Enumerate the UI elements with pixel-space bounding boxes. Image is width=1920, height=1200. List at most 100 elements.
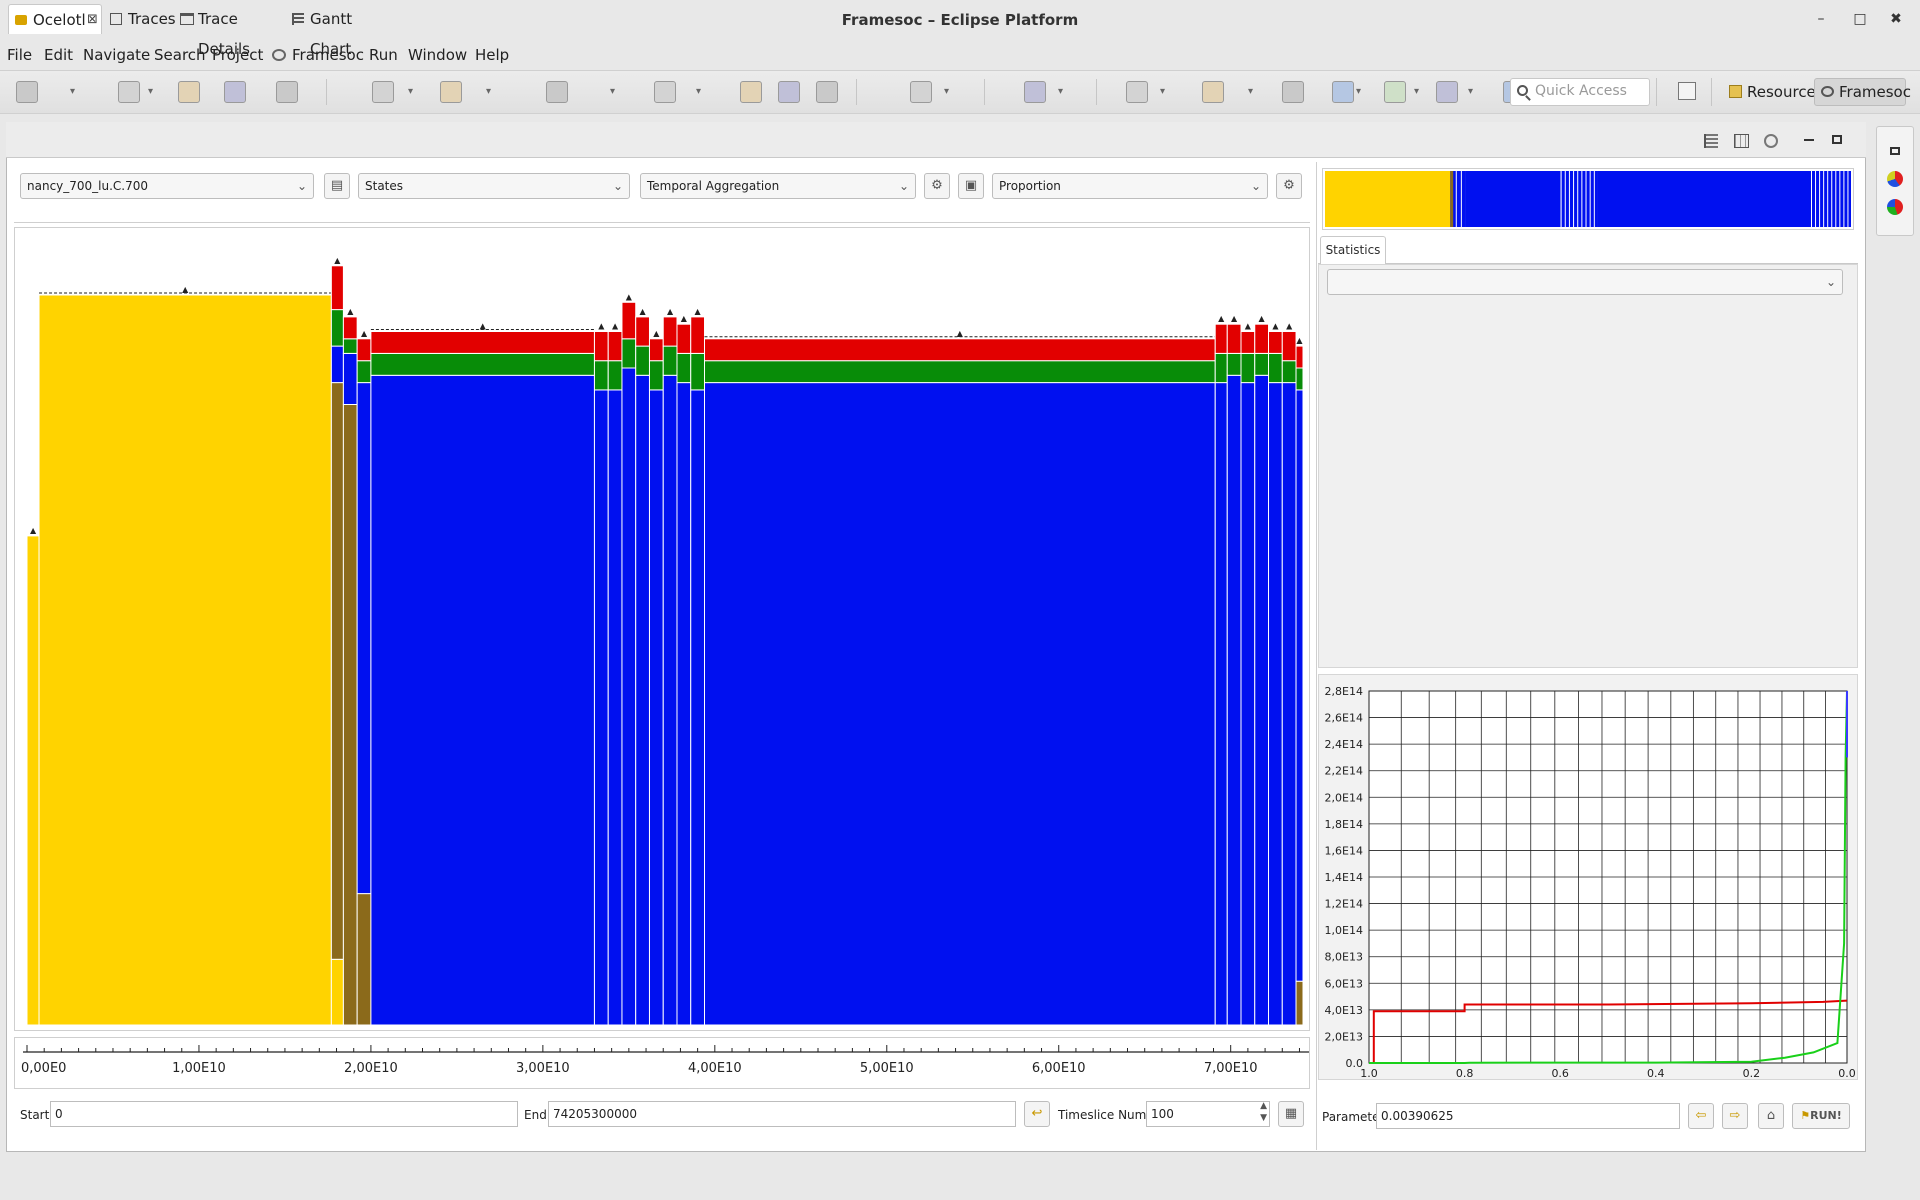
menu-run[interactable]: Run (369, 46, 398, 64)
toolbar-tool-icon[interactable] (16, 81, 38, 103)
tab-traces[interactable]: Traces (108, 4, 176, 34)
statistics-combo[interactable]: ⌄ (1327, 269, 1843, 295)
close-tab-icon[interactable]: ⊠ (87, 12, 98, 27)
toolbar-tool-icon[interactable] (1202, 81, 1224, 103)
framesoc-icon (1821, 86, 1834, 97)
timeslice-spinner[interactable]: 100 ▲ ▼ (1146, 1101, 1270, 1127)
toolbar-tool-icon[interactable] (372, 81, 394, 103)
menu-project[interactable]: Project (212, 46, 264, 64)
maximize-view-icon[interactable] (1832, 135, 1842, 144)
menu-help[interactable]: Help (475, 46, 510, 64)
restore-icon[interactable] (1890, 147, 1900, 155)
dropdown-arrow-icon[interactable]: ▾ (610, 86, 616, 97)
pie-chart-icon[interactable] (1887, 171, 1903, 187)
toolbar-tool-icon[interactable] (224, 81, 246, 103)
toolbar-tool-icon[interactable] (1384, 81, 1406, 103)
trace-combo[interactable]: nancy_700_lu.C.700 ⌄ (20, 173, 314, 199)
toolbar-tool-icon[interactable] (546, 81, 568, 103)
menu-search[interactable]: Search (154, 46, 206, 64)
end-field[interactable]: 74205300000 (548, 1101, 1016, 1127)
perspective-framesoc[interactable]: Framesoc (1814, 78, 1911, 106)
toolbar-tool-icon[interactable] (740, 81, 762, 103)
toolbar-tool-icon[interactable] (1282, 81, 1304, 103)
open-perspective-icon[interactable] (1678, 82, 1696, 100)
toolbar-tool-icon[interactable] (118, 81, 140, 103)
toolbar-tool-icon[interactable] (1126, 81, 1148, 103)
maximize-button[interactable]: □ (1853, 11, 1867, 27)
minimize-button[interactable]: – (1817, 11, 1825, 27)
metric-combo[interactable]: States ⌄ (358, 173, 630, 199)
home-button[interactable]: ⌂ (1758, 1103, 1784, 1129)
reset-range-button[interactable]: ↩ (1024, 1101, 1050, 1127)
menu-navigate[interactable]: Navigate (83, 46, 151, 64)
quick-access-field[interactable]: Quick Access (1510, 78, 1650, 106)
chevron-down-icon: ⌄ (296, 179, 307, 193)
menu-window[interactable]: Window (408, 46, 468, 64)
visualization-combo[interactable]: Proportion ⌄ (992, 173, 1268, 199)
menu-file[interactable]: File (7, 46, 33, 64)
menu-framesoc[interactable]: Framesoc (292, 46, 364, 64)
y-tick-label: 1,2E14 (1325, 898, 1363, 911)
dropdown-arrow-icon[interactable]: ▾ (70, 86, 76, 97)
tab-ocelotl[interactable]: Ocelotl ⊠ (8, 4, 102, 34)
perspective-resource[interactable]: Resource (1722, 78, 1816, 106)
toolbar-tool-icon[interactable] (440, 81, 462, 103)
dropdown-arrow-icon[interactable]: ▾ (696, 86, 702, 97)
dropdown-arrow-icon[interactable]: ▾ (408, 86, 414, 97)
toolbar-tool-icon[interactable] (816, 81, 838, 103)
tab-trace-details-label: Trace Details (198, 10, 251, 58)
dropdown-arrow-icon[interactable]: ▾ (1058, 86, 1064, 97)
dropdown-arrow-icon[interactable]: ▾ (1356, 86, 1362, 97)
statistics-pie-icon[interactable] (1887, 199, 1903, 215)
close-button[interactable]: ✖ (1890, 11, 1902, 27)
toolbar-tool-icon[interactable] (1332, 81, 1354, 103)
dropdown-arrow-icon[interactable]: ▾ (1160, 86, 1166, 97)
minimize-view-icon[interactable] (1804, 139, 1814, 141)
toolbar-tool-icon[interactable] (1024, 81, 1046, 103)
toolbar-tool-icon[interactable] (778, 81, 800, 103)
settings-icon[interactable] (1764, 134, 1778, 148)
toolbar-tool-icon[interactable] (178, 81, 200, 103)
tab-gantt-chart[interactable]: Gantt Chart (290, 4, 390, 58)
toolbar-tool-icon[interactable] (276, 81, 298, 103)
parameter-field[interactable]: 0.00390625 (1376, 1103, 1680, 1129)
toolbar-tool-icon[interactable] (1436, 81, 1458, 103)
state-green-bar (648, 360, 664, 391)
aggregation-combo[interactable]: Temporal Aggregation ⌄ (640, 173, 916, 199)
x-tick-label: 6,00E10 (1032, 1061, 1086, 1076)
spinner-arrows-icon[interactable]: ▲ ▼ (1260, 1101, 1267, 1123)
toolbar-separator (326, 79, 327, 105)
end-label: End (524, 1108, 547, 1122)
state-red-bar (330, 265, 344, 311)
next-parameter-button[interactable]: ⇨ (1722, 1103, 1748, 1129)
list-view-icon[interactable] (1704, 134, 1718, 148)
dropdown-arrow-icon[interactable]: ▾ (944, 86, 950, 97)
previous-parameter-button[interactable]: ⇦ (1688, 1103, 1714, 1129)
start-field[interactable]: 0 (50, 1101, 518, 1127)
tab-trace-details[interactable]: Trace Details (178, 4, 284, 58)
dropdown-arrow-icon[interactable]: ▾ (1414, 86, 1420, 97)
menu-edit[interactable]: Edit (44, 46, 74, 64)
run-button[interactable]: ⚑RUN! (1792, 1103, 1850, 1129)
grid-view-icon[interactable] (1734, 134, 1749, 148)
toolbar-tool-icon[interactable] (654, 81, 676, 103)
dropdown-arrow-icon[interactable]: ▾ (1248, 86, 1254, 97)
save-button[interactable]: ▣ (958, 173, 984, 199)
state-green-bar (662, 345, 678, 376)
y-tick-label: 8,0E13 (1325, 951, 1363, 964)
visualization-settings-button[interactable]: ⚙ (1276, 173, 1302, 199)
state-green-bar (704, 360, 1216, 384)
compute-button[interactable]: ▦ (1278, 1101, 1304, 1127)
state-green-bar (1240, 352, 1256, 384)
dropdown-arrow-icon[interactable]: ▾ (486, 86, 492, 97)
state-green-bar (676, 352, 692, 384)
toolbar-tool-icon[interactable] (910, 81, 932, 103)
proportion-chart[interactable]: ▲▲▲▲▲▲ ▲ ▲▲▲▲▲▲▲▲▲ ▲▲▲▲ ▲▲ (15, 228, 1309, 1030)
tab-statistics[interactable]: Statistics (1320, 236, 1386, 265)
dropdown-arrow-icon[interactable]: ▾ (1468, 86, 1474, 97)
aggregation-settings-button[interactable]: ⚙ (924, 173, 950, 199)
load-trace-button[interactable]: ▤ (324, 173, 350, 199)
overview-strip[interactable] (1322, 168, 1854, 230)
dropdown-arrow-icon[interactable]: ▾ (148, 86, 154, 97)
quality-curves-chart[interactable]: 2,8E14 2,6E14 2,4E14 2,2E14 2,0E14 1,8E14 1,6E… (1319, 675, 1857, 1080)
